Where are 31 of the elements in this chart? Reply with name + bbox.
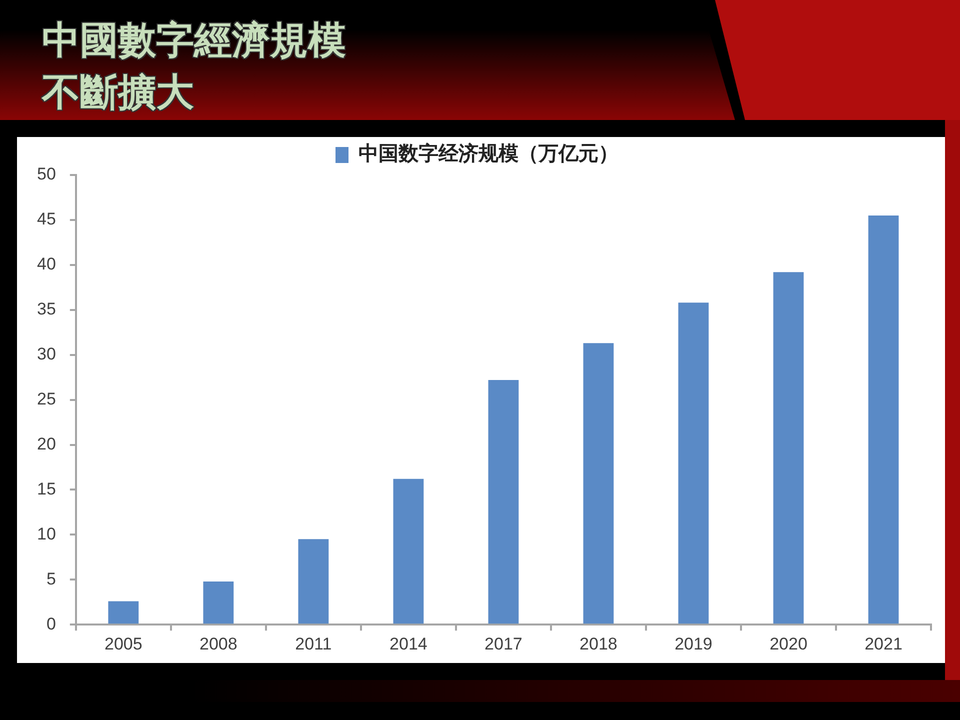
y-tick-label: 20: [36, 434, 56, 454]
x-tick-label: 2020: [770, 634, 808, 654]
legend-label: 中国数字经济规模（万亿元）: [358, 141, 618, 166]
x-tick-label: 2014: [390, 634, 428, 654]
bar: [203, 581, 234, 624]
y-tick-label: 15: [36, 479, 56, 498]
y-tick-label: 25: [36, 389, 56, 408]
chart-title: 中國數字經濟規模不斷擴大: [42, 17, 347, 116]
y-tick-label: 45: [36, 210, 56, 229]
x-tick-label: 2017: [484, 634, 522, 654]
x-tick-label: 2018: [580, 634, 618, 654]
y-tick-label: 50: [36, 164, 56, 184]
bar: [108, 601, 139, 624]
y-tick-label: 0: [46, 614, 56, 634]
y-tick-label: 5: [46, 569, 56, 588]
x-tick-label: 2019: [674, 634, 712, 654]
bar: [488, 380, 519, 624]
y-tick-label: 10: [36, 524, 56, 544]
bar: [393, 478, 424, 624]
bar: [678, 302, 709, 624]
bar: [773, 272, 804, 624]
y-tick-label: 35: [36, 300, 56, 319]
x-tick-label: 2005: [104, 634, 142, 654]
x-tick-label: 2008: [200, 634, 238, 654]
bar: [298, 539, 329, 624]
x-tick-label: 2021: [864, 634, 902, 654]
x-tick-label: 2011: [295, 634, 332, 654]
bar: [868, 215, 899, 624]
y-tick-label: 30: [36, 344, 56, 364]
bar: [583, 343, 614, 624]
y-tick-label: 40: [36, 254, 56, 274]
